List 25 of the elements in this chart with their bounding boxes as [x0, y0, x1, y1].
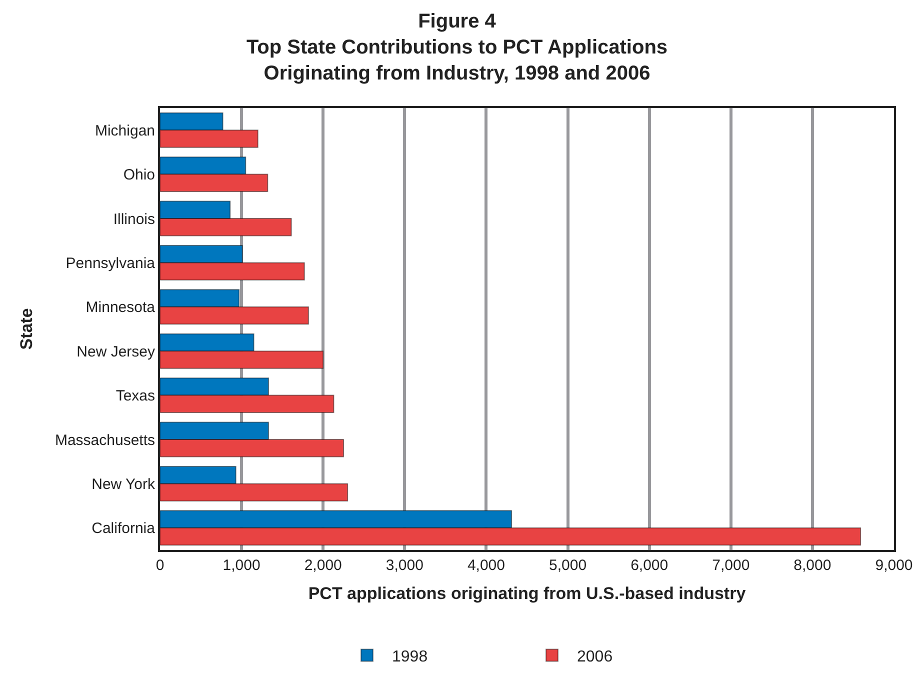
y-tick-label: New Jersey	[76, 343, 156, 360]
y-tick-label: Michigan	[94, 122, 155, 140]
chart-title: Figure 4 Top State Contributions to PCT Applications Originating from Industry, 1998 and 2006	[246, 10, 668, 84]
y-tick-label: New York	[92, 476, 156, 493]
x-axis-title: PCT applications originating from U.S.-based industry	[308, 584, 746, 603]
y-tick-label: Texas	[116, 388, 155, 405]
y-axis-title: State	[17, 308, 36, 350]
legend-label: 1998	[392, 648, 428, 666]
legend-label: 2006	[577, 648, 613, 666]
y-tick-label: Massachusetts	[54, 432, 155, 449]
y-tick-label: California	[92, 520, 156, 538]
x-tick-label: 5,000	[549, 557, 587, 574]
y-tick-label: Ohio	[123, 166, 155, 184]
x-tick-label: 3,000	[386, 557, 424, 574]
x-tick-label: 1,000	[222, 557, 260, 574]
x-tick-label: 4,000	[467, 557, 505, 574]
x-tick-label: 7,000	[712, 557, 750, 574]
x-tick-label: 2,000	[304, 557, 342, 574]
x-tick-label: 9,000	[875, 557, 913, 574]
y-tick-label: Illinois	[113, 210, 155, 228]
x-tick-label: 0	[156, 557, 164, 574]
y-tick-label: Pennsylvania	[66, 254, 156, 272]
y-tick-label: Minnesota	[86, 299, 156, 316]
x-tick-label: 6,000	[630, 557, 668, 574]
x-tick-label: 8,000	[794, 557, 832, 574]
